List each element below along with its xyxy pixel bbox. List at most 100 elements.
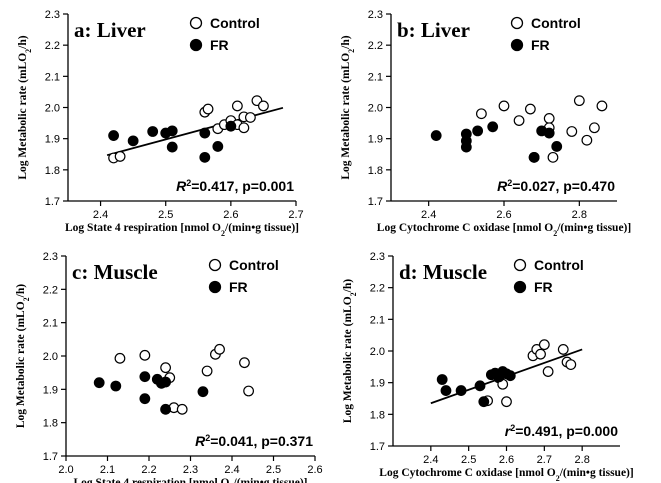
data-point-fr bbox=[474, 380, 486, 392]
data-point-fr bbox=[504, 370, 516, 382]
data-point-control bbox=[476, 108, 487, 120]
data-point-control bbox=[202, 103, 214, 115]
data-point-fr bbox=[197, 386, 209, 398]
data-point-fr bbox=[225, 120, 237, 132]
legend-label-fr: FR bbox=[531, 37, 550, 53]
y-axis-label: Log Metabolic rate (mLO2/h) bbox=[15, 284, 31, 428]
y-tick-label: 2.1 bbox=[370, 314, 385, 326]
data-point-control bbox=[524, 103, 536, 115]
data-point-fr bbox=[478, 396, 490, 408]
y-tick-label: 1.9 bbox=[370, 378, 385, 390]
regression-line bbox=[106, 106, 284, 157]
y-tick-label: 2.1 bbox=[45, 71, 60, 83]
data-point-fr bbox=[139, 393, 151, 405]
legend-label-control: Control bbox=[229, 257, 279, 273]
x-tick-label: 2.6 bbox=[496, 209, 511, 221]
panel-title: b: Liver bbox=[397, 18, 470, 42]
y-tick-label: 1.7 bbox=[45, 196, 60, 208]
chart-panel-4: 1.71.81.92.02.12.22.32.4 2.5 2.6 2.7 2.8Log … bbox=[342, 251, 634, 483]
data-point-control bbox=[231, 100, 243, 112]
y-axis-label: Log Metabolic rate (mLO2/h) bbox=[342, 279, 358, 423]
y-tick-label: 2.0 bbox=[45, 103, 60, 115]
x-tick-label: 2.4 bbox=[423, 454, 438, 466]
x-tick-label: 2.2 bbox=[141, 464, 156, 476]
data-point-fr bbox=[487, 121, 499, 133]
legend-marker-fr bbox=[208, 280, 222, 294]
data-point-control bbox=[201, 365, 213, 377]
legend-label-fr: FR bbox=[534, 279, 553, 295]
data-point-fr bbox=[139, 371, 151, 383]
y-tick-label: 1.8 bbox=[370, 409, 385, 421]
stat-annotation: R2=0.027, p=0.470 bbox=[497, 178, 615, 194]
x-tick-label: 2.5 bbox=[266, 464, 281, 476]
x-tick-label: 2.7 bbox=[537, 454, 552, 466]
y-tick-label: 2.3 bbox=[370, 251, 385, 263]
x-tick-label: 2.4 bbox=[93, 209, 108, 221]
data-point-fr bbox=[436, 374, 448, 385]
y-tick-label: 1.8 bbox=[368, 165, 383, 177]
data-point-control bbox=[538, 339, 550, 351]
x-axis-label: Log Cytochrome C oxidase [nmol O2/(min•g… bbox=[377, 222, 631, 238]
data-point-fr bbox=[440, 385, 452, 396]
x-tick-label: 2.7 bbox=[288, 209, 303, 221]
data-point-control bbox=[535, 348, 546, 360]
legend-marker-fr bbox=[189, 38, 203, 52]
x-tick-label: 2.6 bbox=[223, 209, 238, 221]
y-tick-label: 2.3 bbox=[45, 9, 60, 21]
data-point-control bbox=[542, 366, 554, 377]
y-tick-label: 2.1 bbox=[43, 318, 58, 330]
y-axis-label: Log Metabolic rate (mLO2/h) bbox=[17, 35, 33, 179]
data-point-control bbox=[513, 115, 525, 126]
y-tick-label: 2.2 bbox=[45, 40, 60, 52]
data-point-fr bbox=[551, 141, 563, 152]
panel-title: a: Liver bbox=[74, 18, 146, 42]
x-tick-label: 2.0 bbox=[58, 464, 73, 476]
data-point-control bbox=[565, 359, 577, 371]
x-tick-label: 2.6 bbox=[499, 454, 514, 466]
legend-marker-control bbox=[189, 16, 203, 30]
data-point-fr bbox=[460, 141, 472, 153]
data-point-control bbox=[244, 112, 256, 123]
data-point-control bbox=[566, 126, 578, 137]
data-point-control bbox=[543, 113, 555, 124]
y-tick-label: 1.8 bbox=[45, 165, 60, 177]
y-tick-label: 1.8 bbox=[43, 418, 58, 430]
data-point-fr bbox=[528, 151, 540, 163]
x-tick-label: 2.5 bbox=[461, 454, 476, 466]
y-tick-label: 1.7 bbox=[368, 196, 383, 208]
legend-label-fr: FR bbox=[229, 279, 248, 295]
data-point-fr bbox=[430, 130, 442, 141]
data-point-fr bbox=[147, 126, 159, 137]
legend-marker-control bbox=[208, 258, 222, 272]
data-point-control bbox=[501, 396, 512, 408]
data-point-control bbox=[557, 344, 569, 355]
data-point-fr bbox=[160, 376, 172, 388]
data-point-fr bbox=[455, 385, 467, 396]
data-point-control bbox=[176, 403, 188, 415]
y-tick-label: 1.9 bbox=[43, 384, 58, 396]
data-point-control bbox=[238, 122, 250, 134]
y-tick-label: 1.7 bbox=[370, 441, 385, 453]
data-point-control bbox=[498, 100, 510, 112]
stat-annotation: R2=0.041, p=0.371 bbox=[195, 433, 313, 449]
y-tick-label: 1.9 bbox=[45, 134, 60, 146]
legend-marker-control bbox=[510, 16, 524, 30]
y-tick-label: 2.3 bbox=[368, 9, 383, 21]
y-tick-label: 2.2 bbox=[370, 283, 385, 295]
legend-label-control: Control bbox=[534, 257, 584, 273]
y-axis-label: Log Metabolic rate (mLO2/h) bbox=[340, 35, 356, 179]
x-tick-label: 2.5 bbox=[158, 209, 173, 221]
x-tick-label: 2.4 bbox=[421, 209, 436, 221]
x-tick-label: 2.6 bbox=[307, 464, 322, 476]
data-point-control bbox=[596, 100, 608, 112]
y-tick-label: 2.1 bbox=[368, 71, 383, 83]
legend-label-control: Control bbox=[531, 15, 581, 31]
data-point-control bbox=[114, 352, 126, 364]
chart-panel-3: 1.7 1.8 1.9 2.0 2.1 2.2 2.3 2.0 2.1 2.2 2.3 2.4 2.5 2… bbox=[15, 251, 323, 483]
legend-marker-control bbox=[513, 258, 527, 272]
stat-annotation: R2=0.417, p=0.001 bbox=[176, 178, 294, 194]
x-axis-label: Log State 4 respiration [nmol O2/(min•g … bbox=[74, 477, 308, 483]
data-point-fr bbox=[127, 135, 139, 147]
